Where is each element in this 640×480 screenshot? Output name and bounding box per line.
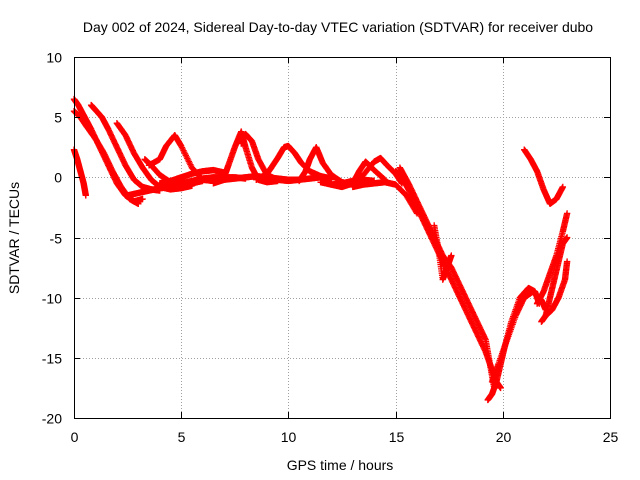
x-tick-labels: 0 5 10 15 20 25: [71, 429, 619, 445]
x-tick-label: 15: [389, 429, 405, 445]
data-point: [563, 258, 571, 265]
x-tick-label: 20: [496, 429, 512, 445]
x-axis-label: GPS time / hours: [287, 457, 394, 473]
series-arc-26: [533, 210, 571, 307]
axis-ticks: [74, 57, 611, 419]
x-tick-label: 0: [71, 429, 79, 445]
y-axis-label: SDTVAR / TECUs: [6, 182, 22, 294]
y-tick-label: 5: [54, 110, 62, 126]
y-tick-label: 0: [54, 170, 62, 186]
y-tick-label: -20: [42, 411, 62, 427]
data-point: [559, 183, 567, 191]
data-point: [563, 210, 571, 217]
data-point: [497, 384, 504, 392]
y-tick-label: -10: [42, 291, 62, 307]
y-tick-label: 10: [46, 50, 62, 66]
data-point: [82, 192, 89, 199]
chart-title: Day 002 of 2024, Sidereal Day-to-day VTE…: [83, 19, 593, 35]
y-tick-label: -15: [42, 351, 62, 367]
x-tick-label: 5: [178, 429, 186, 445]
data-point: [135, 200, 142, 208]
data-point: [448, 252, 455, 259]
series-arc-09: [156, 166, 228, 187]
data-point: [139, 195, 146, 203]
series-arc-24: [521, 146, 567, 208]
series-arc-20: [396, 164, 498, 392]
series-arc-04: [87, 101, 163, 194]
y-tick-labels: 10 5 0 -5 -10 -15 -20: [42, 50, 62, 427]
series-arc-14: [295, 144, 356, 188]
series-arc-21: [430, 222, 455, 283]
data-point: [563, 234, 571, 241]
x-tick-label: 25: [603, 429, 619, 445]
series-arc-16: [328, 158, 389, 191]
series-arc-27: [542, 258, 571, 319]
grid-lines: [74, 57, 610, 418]
x-tick-label: 10: [281, 429, 297, 445]
y-tick-label: -5: [50, 231, 63, 247]
series-arc-03: [70, 146, 89, 199]
data-points: [70, 95, 571, 404]
series-arc-22: [484, 284, 543, 404]
